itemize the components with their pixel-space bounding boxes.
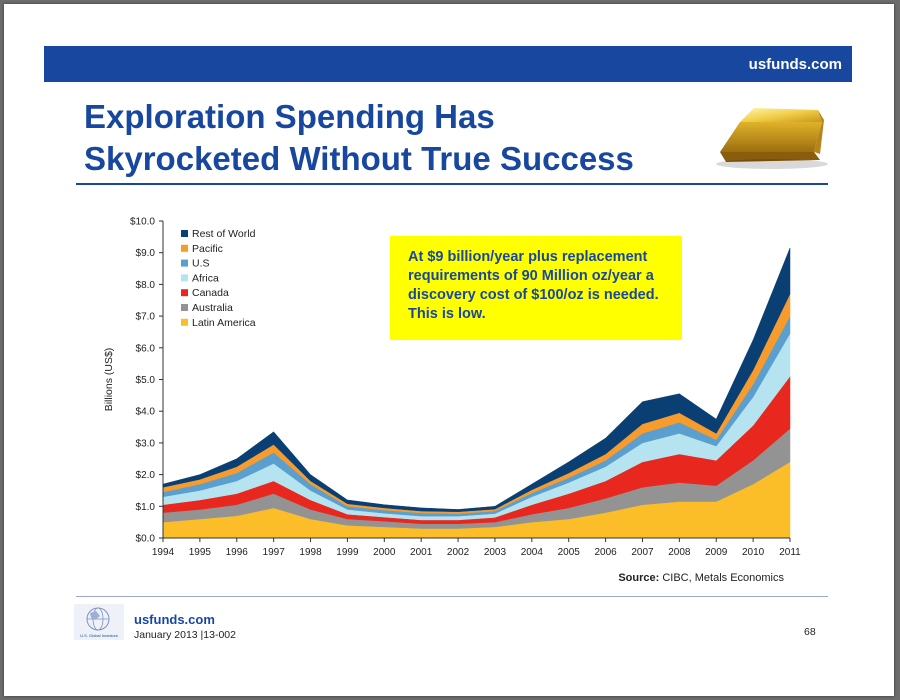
y-tick-label: $1.0 [136, 502, 156, 513]
legend-swatch-canada [181, 289, 188, 297]
y-tick-label: $3.0 [136, 438, 156, 449]
area-rest-of-world [162, 247, 791, 512]
x-tick-label: 2009 [705, 547, 728, 558]
us-global-logo: U.S. Global Investors [74, 604, 124, 640]
slide: usfunds.com Exploration Spending Has Sky… [4, 4, 894, 696]
y-tick-label: $10.0 [130, 217, 155, 228]
callout-box: At $9 billion/year plus replacement requ… [390, 236, 682, 340]
y-tick-label: $9.0 [136, 248, 156, 259]
legend-label-pacific: Pacific [192, 243, 223, 255]
x-tick-label: 2001 [410, 547, 433, 558]
x-tick-label: 1996 [226, 547, 249, 558]
slide-title: Exploration Spending Has Skyrocketed Wit… [84, 96, 704, 180]
exploration-spending-chart: $0.0 $1.0 $2.0 $3.0 $4.0 $5.0 $6.0 $7.0 $8.0 $9.0… [103, 217, 801, 559]
legend-label-u-s: U.S [192, 258, 210, 270]
header-site-label: usfunds.com [748, 56, 842, 73]
footer-date: January 2013 |13-002 [134, 629, 236, 641]
x-tick-label: 2002 [447, 547, 470, 558]
legend-label-australia: Australia [192, 302, 233, 314]
y-axis-label: Billions (US$) [103, 348, 115, 412]
logo-text: U.S. Global Investors [80, 633, 118, 638]
y-tick-label: $6.0 [136, 343, 156, 354]
source-text: CIBC, Metals Economics [662, 572, 784, 584]
x-tick-label: 2008 [668, 547, 691, 558]
x-tick-label: 2007 [631, 547, 654, 558]
title-line-1: Exploration Spending Has [84, 98, 495, 135]
area-layers [162, 247, 791, 539]
source-label: Source: [618, 572, 660, 584]
y-tick-label: $2.0 [136, 470, 156, 481]
y-tick-label: $4.0 [136, 407, 156, 418]
x-tick-label: 2010 [742, 547, 765, 558]
y-tick-label: $0.0 [136, 534, 156, 545]
x-tick-label: 1998 [299, 547, 322, 558]
x-tick-label: 2000 [373, 547, 396, 558]
page-number: 68 [804, 626, 816, 638]
legend-swatch-africa [181, 274, 188, 282]
x-tick-label: 2004 [521, 547, 544, 558]
y-tick-label: $7.0 [136, 312, 156, 323]
chart-legend: Rest of World Pacific U.S Africa Canada Austr… [181, 228, 256, 329]
x-tick-label: 2003 [484, 547, 507, 558]
legend-swatch-u-s [181, 259, 188, 267]
title-divider [76, 183, 828, 185]
x-tick-label: 1999 [336, 547, 359, 558]
y-tick-label: $5.0 [136, 375, 156, 386]
x-tick-label: 2005 [558, 547, 581, 558]
title-line-2: Skyrocketed Without True Success [84, 140, 634, 177]
y-tick-label: $8.0 [136, 280, 156, 291]
legend-label-africa: Africa [192, 272, 219, 284]
footer-divider [76, 596, 828, 597]
chart-axes: $0.0 $1.0 $2.0 $3.0 $4.0 $5.0 $6.0 $7.0 $8.0 $9.0… [103, 217, 801, 559]
x-tick-label: 1994 [152, 547, 175, 558]
x-tick-label: 1997 [263, 547, 286, 558]
legend-label-canada: Canada [192, 287, 229, 299]
source-note: Source: CIBC, Metals Economics [618, 572, 784, 584]
footer-site-label: usfunds.com [134, 612, 215, 627]
x-tick-label: 2011 [779, 547, 801, 558]
x-tick-label: 2006 [594, 547, 617, 558]
header-bar: usfunds.com [44, 46, 852, 82]
legend-label-rest-of-world: Rest of World [192, 228, 256, 240]
gold-bar-image [716, 108, 828, 169]
legend-label-latin-america: Latin America [192, 317, 256, 329]
legend-swatch-latin-america [181, 318, 188, 326]
legend-swatch-pacific [181, 244, 188, 252]
legend-swatch-australia [181, 304, 188, 311]
legend-swatch-rest-of-world [181, 230, 188, 237]
x-tick-label: 1995 [189, 547, 212, 558]
